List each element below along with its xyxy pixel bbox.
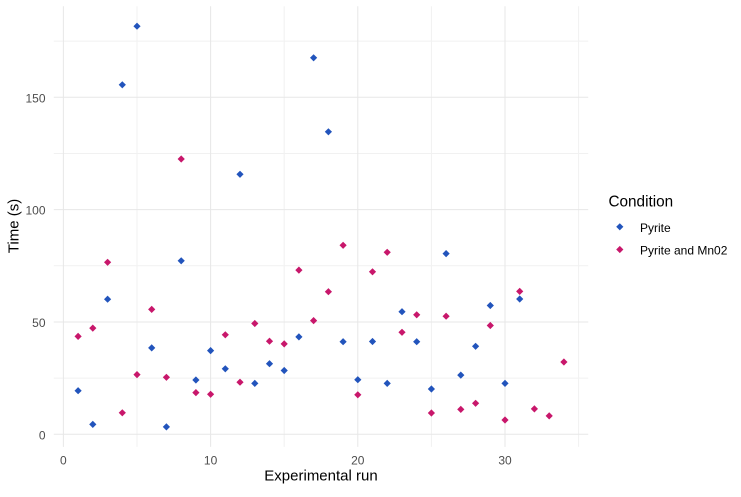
svg-text:0: 0 bbox=[60, 454, 67, 468]
svg-text:150: 150 bbox=[25, 91, 45, 105]
svg-text:20: 20 bbox=[351, 454, 365, 468]
svg-text:10: 10 bbox=[204, 454, 218, 468]
svg-text:Experimental run: Experimental run bbox=[264, 468, 377, 485]
svg-text:Pyrite and Mn02: Pyrite and Mn02 bbox=[640, 244, 728, 258]
svg-text:Condition: Condition bbox=[609, 194, 674, 211]
svg-text:50: 50 bbox=[32, 316, 46, 330]
svg-text:Time (s): Time (s) bbox=[6, 199, 23, 253]
svg-text:0: 0 bbox=[39, 428, 46, 442]
svg-text:Pyrite: Pyrite bbox=[640, 221, 671, 235]
svg-text:30: 30 bbox=[498, 454, 512, 468]
svg-text:100: 100 bbox=[25, 204, 45, 218]
